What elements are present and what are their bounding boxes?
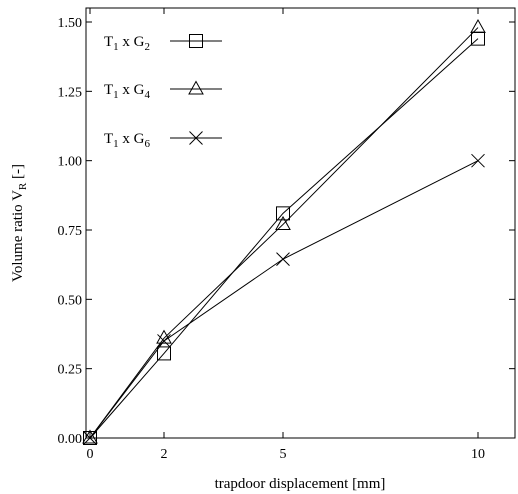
data-point-cross — [276, 252, 290, 266]
y-axis-ticks: 0.00 0.25 0.50 0.75 1.00 1.25 1.50 — [58, 16, 515, 447]
legend-label: T1 x G4 — [104, 82, 151, 101]
data-point-cross — [471, 153, 485, 168]
legend-label: T1 x G6 — [104, 131, 151, 150]
plot-frame — [85, 7, 516, 439]
x-tick-label: 2 — [161, 447, 168, 462]
data-point-square — [157, 346, 171, 361]
data-point-cross — [83, 431, 97, 445]
y-tick-label: 1.00 — [58, 155, 83, 170]
y-tick-label: 0.50 — [58, 293, 83, 308]
legend-item: T1 x G4 — [104, 80, 222, 101]
series-cross — [83, 153, 485, 445]
x-tick-label: 10 — [471, 447, 485, 462]
legend-marker-cross — [189, 131, 203, 145]
y-tick-label: 1.50 — [58, 16, 83, 31]
y-tick-label: 1.25 — [58, 85, 83, 100]
series-layer — [82, 19, 486, 445]
x-axis-ticks: 0 2 5 10 — [87, 8, 485, 462]
legend: T1 x G2 T1 x G4 T1 x G6 — [104, 34, 222, 150]
data-point-square — [276, 206, 290, 221]
legend-marker-square — [189, 34, 203, 48]
y-tick-label: 0.25 — [58, 363, 83, 378]
y-axis-label-main: Volume ratio V — [10, 190, 26, 282]
y-axis-label-suffix: [-] — [10, 164, 26, 183]
y-tick-label: 0.75 — [58, 224, 83, 239]
data-point-cross — [157, 334, 171, 348]
data-point-triangle — [470, 19, 486, 34]
data-point-triangle — [82, 429, 98, 444]
x-axis-label: trapdoor displacement [mm] — [215, 476, 386, 492]
series-line — [89, 27, 479, 439]
y-axis-label-subscript: R — [17, 182, 29, 190]
legend-marker-triangle — [188, 80, 204, 95]
x-tick-label: 0 — [87, 447, 94, 462]
legend-label: T1 x G2 — [104, 34, 150, 53]
y-tick-label: 0.00 — [58, 432, 83, 447]
data-point-triangle — [275, 215, 291, 230]
x-tick-label: 5 — [280, 447, 287, 462]
series-line — [89, 160, 479, 439]
legend-item: T1 x G6 — [104, 131, 222, 150]
legend-item: T1 x G2 — [104, 34, 222, 53]
y-axis-label: Volume ratio VR [-] — [10, 164, 29, 282]
